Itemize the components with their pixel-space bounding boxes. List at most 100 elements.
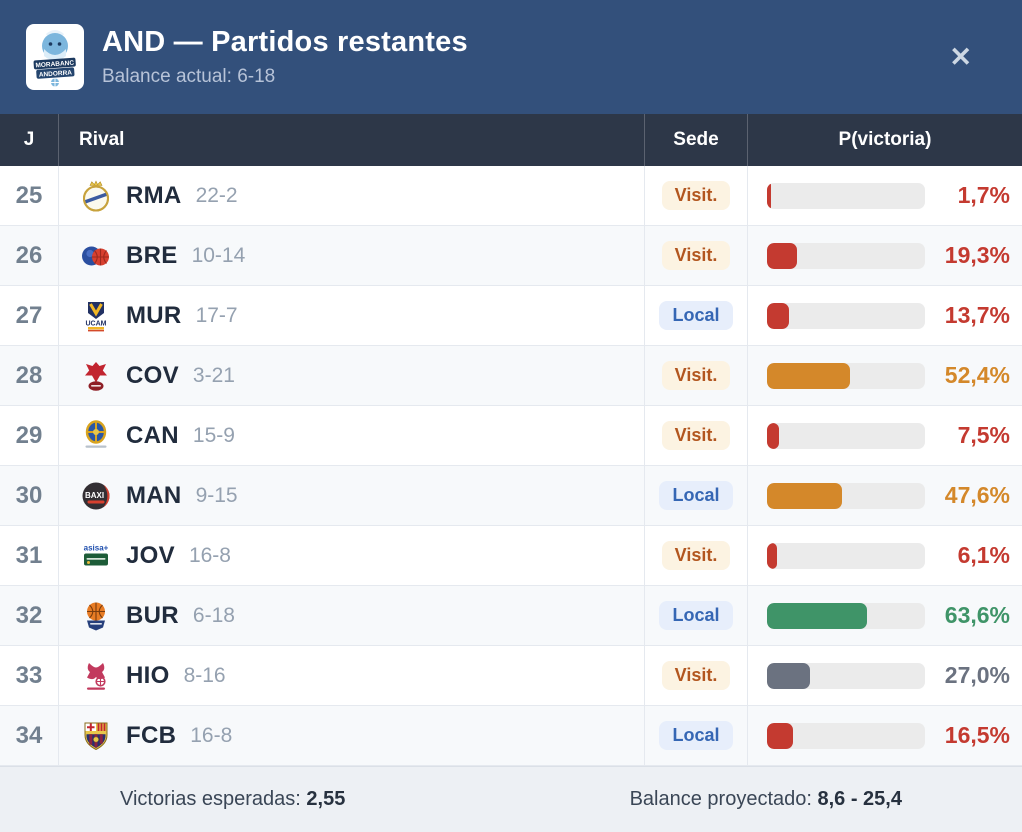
probability-value: 19,3% bbox=[944, 242, 1010, 268]
probability-cell: 27,0% bbox=[748, 646, 1022, 705]
jornada-cell: 33 bbox=[0, 646, 59, 705]
sede-cell: Visit. bbox=[645, 646, 748, 705]
probability-cell: 16,5% bbox=[748, 706, 1022, 765]
team-record: 16-8 bbox=[190, 723, 233, 747]
jornada-cell: 34 bbox=[0, 706, 59, 765]
projected-balance-value: 8,6 - 25,4 bbox=[817, 788, 902, 810]
svg-text:BAXI: BAXI bbox=[85, 491, 104, 500]
jornada-cell: 29 bbox=[0, 406, 59, 465]
team-abbr: HIO bbox=[126, 661, 170, 689]
team-abbr: MUR bbox=[126, 301, 182, 329]
close-icon: ✕ bbox=[949, 41, 972, 72]
probability-bar-fill bbox=[767, 482, 843, 509]
sede-badge: Visit. bbox=[661, 541, 731, 570]
close-button[interactable]: ✕ bbox=[939, 38, 982, 77]
expected-wins-value: 2,55 bbox=[306, 788, 346, 810]
sede-cell: Local bbox=[645, 706, 748, 765]
column-header-sede: Sede bbox=[645, 114, 748, 166]
svg-text:ANDORRA: ANDORRA bbox=[39, 69, 73, 78]
team-record: 17-7 bbox=[195, 303, 238, 327]
jornada-cell: 25 bbox=[0, 166, 59, 225]
projected-balance: Balance proyectado: 8,6 - 25,4 bbox=[630, 788, 902, 811]
table-row: 28 COV 3-21 Visit. 52,4% bbox=[0, 346, 1022, 406]
probability-cell: 19,3% bbox=[748, 226, 1022, 285]
probability-value: 27,0% bbox=[944, 662, 1010, 688]
probability-bar-track bbox=[767, 602, 925, 629]
table-row: 31 asisa+ JOV 16-8 Visit. 6,1% bbox=[0, 526, 1022, 586]
probability-cell: 52,4% bbox=[748, 346, 1022, 405]
table-row: 32 BUR 6-18 Local 63,6% bbox=[0, 586, 1022, 646]
team-abbr: BUR bbox=[126, 601, 179, 629]
probability-cell: 63,6% bbox=[748, 586, 1022, 645]
table-body: 25 RMA 22-2 Visit. 1,7% 26 BRE 10-14 bbox=[0, 166, 1022, 766]
expected-wins: Victorias esperadas: 2,55 bbox=[120, 788, 345, 811]
probability-bar-fill bbox=[767, 602, 868, 629]
sede-badge: Local bbox=[659, 721, 733, 750]
team-record: 10-14 bbox=[191, 243, 246, 267]
probability-bar-track bbox=[767, 242, 925, 269]
table-row: 26 BRE 10-14 Visit. 19,3% bbox=[0, 226, 1022, 286]
sede-cell: Local bbox=[645, 586, 748, 645]
probability-bar-track bbox=[767, 302, 925, 329]
probability-bar-fill bbox=[767, 422, 779, 449]
bre-logo bbox=[79, 239, 113, 273]
probability-bar-track bbox=[767, 662, 925, 689]
table-header: J Rival Sede P(victoria) bbox=[0, 114, 1022, 166]
probability-value: 63,6% bbox=[944, 602, 1010, 628]
table-row: 30 BAXI MAN 9-15 Local 47,6% bbox=[0, 466, 1022, 526]
modal-header: MORABANC ANDORRA AND — Partidos restantes… bbox=[0, 0, 1022, 114]
sede-cell: Local bbox=[645, 286, 748, 345]
probability-cell: 6,1% bbox=[748, 526, 1022, 585]
probability-cell: 13,7% bbox=[748, 286, 1022, 345]
column-header-jornada: J bbox=[0, 114, 59, 166]
rival-cell: BAXI MAN 9-15 bbox=[59, 466, 645, 525]
expected-wins-label: Victorias esperadas: bbox=[120, 788, 301, 810]
team-abbr: RMA bbox=[126, 181, 182, 209]
sede-badge: Local bbox=[659, 601, 733, 630]
probability-value: 52,4% bbox=[944, 362, 1010, 388]
sede-badge: Visit. bbox=[661, 241, 731, 270]
table-row: 27 UCAM MUR 17-7 Local 13,7% bbox=[0, 286, 1022, 346]
jov-logo: asisa+ bbox=[79, 539, 113, 573]
rival-cell: BRE 10-14 bbox=[59, 226, 645, 285]
morabanc-andorra-logo: MORABANC ANDORRA bbox=[26, 24, 84, 90]
team-record: 9-15 bbox=[195, 483, 238, 507]
sede-cell: Visit. bbox=[645, 526, 748, 585]
rival-cell: RMA 22-2 bbox=[59, 166, 645, 225]
team-record: 16-8 bbox=[188, 543, 231, 567]
probability-bar-track bbox=[767, 362, 925, 389]
bur-logo bbox=[79, 599, 113, 633]
sede-badge: Visit. bbox=[661, 181, 731, 210]
team-record: 8-16 bbox=[183, 663, 226, 687]
rival-cell: asisa+ JOV 16-8 bbox=[59, 526, 645, 585]
sede-badge: Visit. bbox=[661, 421, 731, 450]
team-record: 15-9 bbox=[192, 423, 235, 447]
team-record: 6-18 bbox=[192, 603, 235, 627]
probability-cell: 7,5% bbox=[748, 406, 1022, 465]
rival-cell: BUR 6-18 bbox=[59, 586, 645, 645]
team-record: 3-21 bbox=[192, 363, 235, 387]
jornada-cell: 31 bbox=[0, 526, 59, 585]
can-logo bbox=[79, 419, 113, 453]
table-row: 25 RMA 22-2 Visit. 1,7% bbox=[0, 166, 1022, 226]
team-abbr: FCB bbox=[126, 721, 177, 749]
sede-cell: Visit. bbox=[645, 406, 748, 465]
probability-value: 13,7% bbox=[944, 302, 1010, 328]
probability-cell: 1,7% bbox=[748, 166, 1022, 225]
team-record: 22-2 bbox=[195, 183, 238, 207]
probability-cell: 47,6% bbox=[748, 466, 1022, 525]
team-abbr: MAN bbox=[126, 481, 182, 509]
jornada-cell: 28 bbox=[0, 346, 59, 405]
probability-bar-track bbox=[767, 422, 925, 449]
probability-value: 7,5% bbox=[957, 422, 1010, 448]
cov-logo bbox=[79, 359, 113, 393]
svg-text:UCAM: UCAM bbox=[86, 320, 107, 327]
sede-cell: Local bbox=[645, 466, 748, 525]
sede-badge: Visit. bbox=[661, 661, 731, 690]
jornada-cell: 30 bbox=[0, 466, 59, 525]
probability-bar-track bbox=[767, 542, 925, 569]
modal-footer: Victorias esperadas: 2,55 Balance proyec… bbox=[0, 766, 1022, 832]
probability-value: 6,1% bbox=[957, 542, 1010, 568]
sede-badge: Visit. bbox=[661, 361, 731, 390]
team-abbr: BRE bbox=[126, 241, 178, 269]
